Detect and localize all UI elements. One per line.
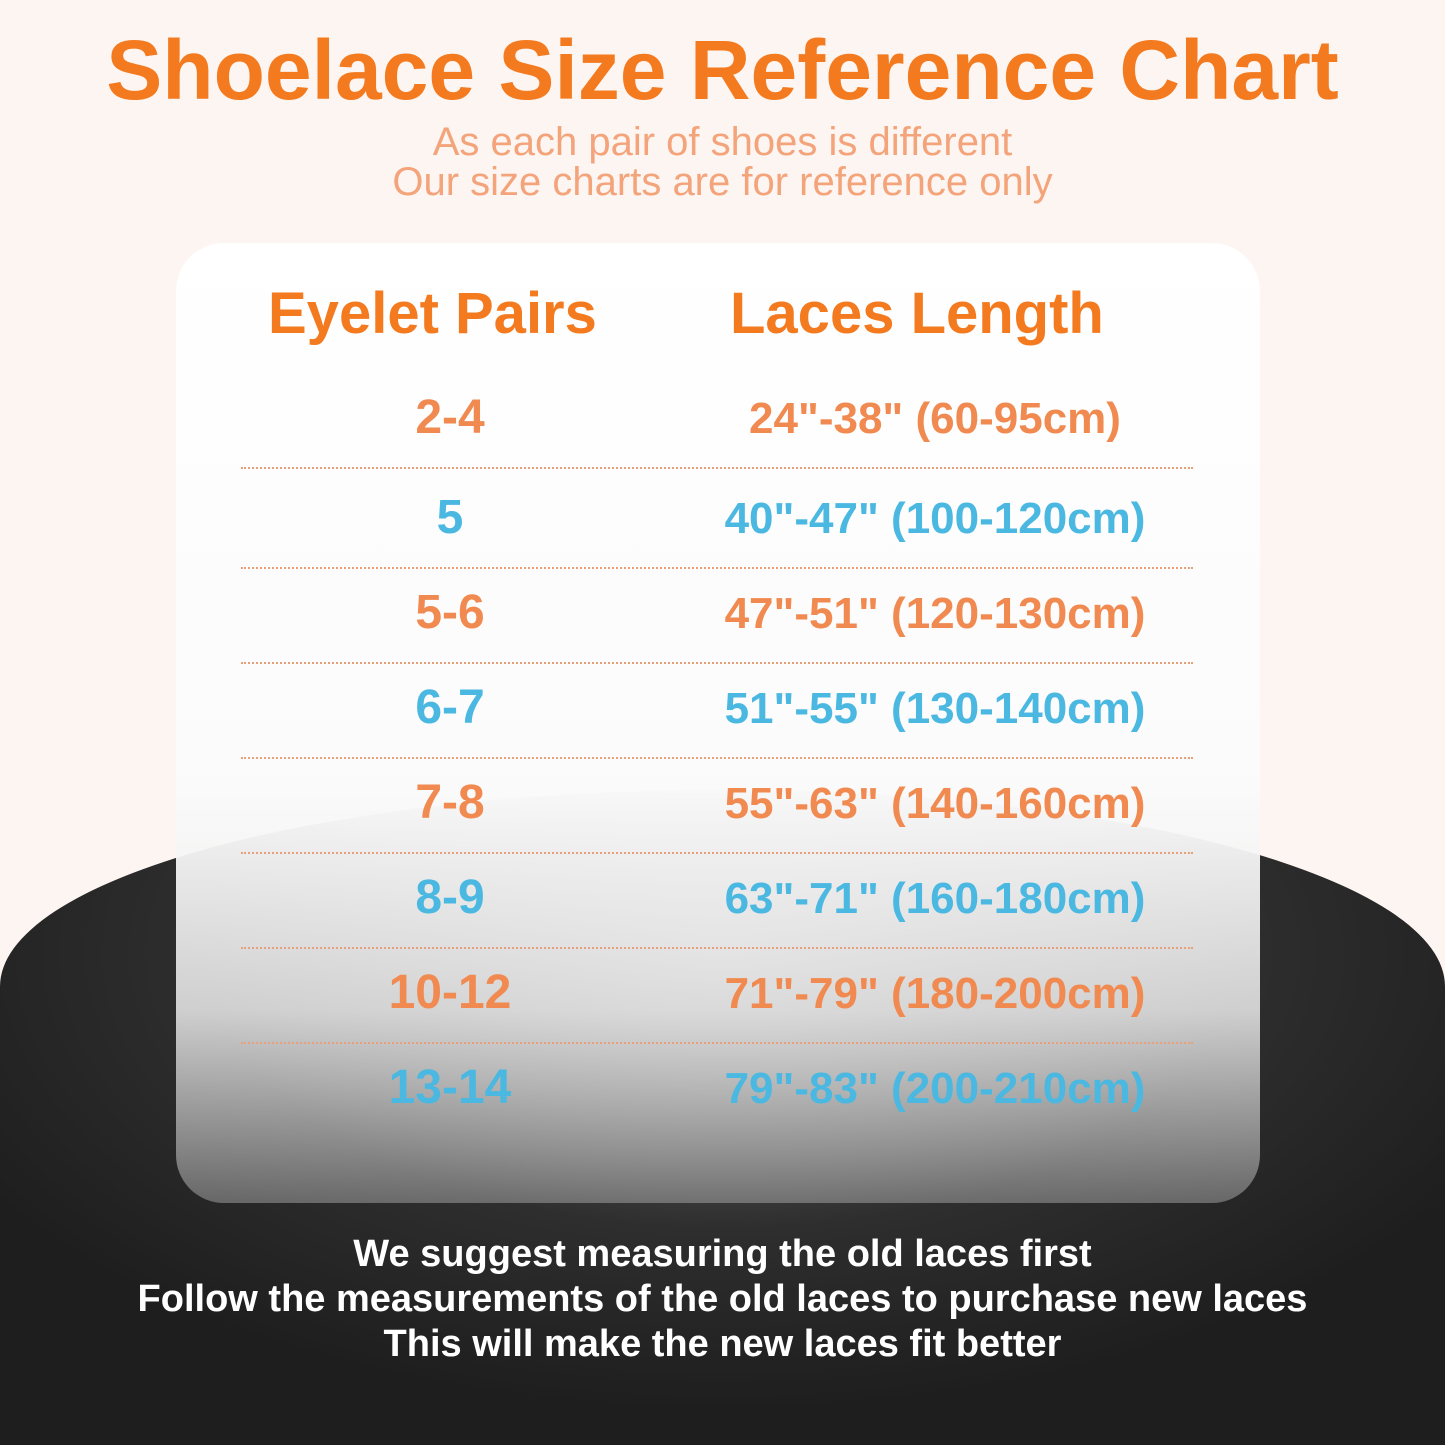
row-divider (241, 467, 1193, 469)
chart-title: Shoelace Size Reference Chart (106, 23, 1339, 117)
eyelet-pairs-cell: 13-14 (388, 1061, 512, 1114)
table-row: 6-7 51"-55" (130-140cm) (0, 680, 1445, 750)
subtitle-line-1: As each pair of shoes is different (432, 120, 1013, 164)
laces-length-cell: 79"-83" (200-210cm) (724, 1064, 1146, 1113)
table-row: 5-6 47"-51" (120-130cm) (0, 585, 1445, 655)
eyelet-pairs-cell: 8-9 (415, 871, 485, 924)
eyelet-pairs-cell: 7-8 (415, 776, 485, 829)
laces-length-cell: 71"-79" (180-200cm) (724, 969, 1146, 1018)
note-line-3: This will make the new laces fit better (383, 1323, 1062, 1365)
laces-length-cell: 24"-38" (60-95cm) (749, 394, 1121, 443)
table-row: 7-8 55"-63" (140-160cm) (0, 775, 1445, 845)
row-divider (241, 662, 1193, 664)
row-divider (241, 947, 1193, 949)
note-line-1: We suggest measuring the old laces first (353, 1233, 1092, 1275)
row-divider (241, 1042, 1193, 1044)
laces-length-cell: 51"-55" (130-140cm) (724, 684, 1146, 733)
eyelet-pairs-cell: 2-4 (415, 391, 485, 444)
row-divider (241, 567, 1193, 569)
measuring-notes: We suggest measuring the old laces first… (0, 1232, 1445, 1367)
header-eyelet-pairs: Eyelet Pairs (268, 281, 597, 346)
note-line-2: Follow the measurements of the old laces… (137, 1278, 1308, 1320)
laces-length-cell: 40"-47" (100-120cm) (724, 494, 1146, 543)
laces-length-cell: 47"-51" (120-130cm) (724, 589, 1146, 638)
eyelet-pairs-cell: 6-7 (415, 681, 485, 734)
row-divider (241, 757, 1193, 759)
table-row: 13-14 79"-83" (200-210cm) (0, 1060, 1445, 1130)
table-row: 10-12 71"-79" (180-200cm) (0, 965, 1445, 1035)
subtitle-line-2: Our size charts are for reference only (392, 160, 1053, 204)
table-row: 2-4 24"-38" (60-95cm) (0, 390, 1445, 460)
laces-length-cell: 55"-63" (140-160cm) (724, 779, 1146, 828)
eyelet-pairs-cell: 10-12 (388, 966, 512, 1019)
eyelet-pairs-cell: 5 (436, 491, 464, 544)
laces-length-cell: 63"-71" (160-180cm) (724, 874, 1146, 923)
table-row: 8-9 63"-71" (160-180cm) (0, 870, 1445, 940)
table-row: 5 40"-47" (100-120cm) (0, 490, 1445, 560)
eyelet-pairs-cell: 5-6 (415, 586, 485, 639)
row-divider (241, 852, 1193, 854)
header-laces-length: Laces Length (730, 281, 1104, 346)
